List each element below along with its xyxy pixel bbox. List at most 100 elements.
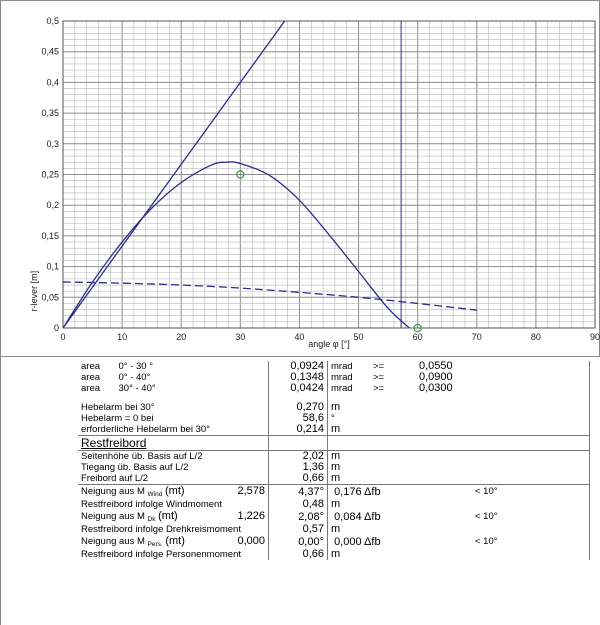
freibord-value: 2,02 (268, 450, 328, 462)
criterion: < 10° (475, 511, 498, 523)
plot-frame (62, 20, 596, 329)
x-tick-label: 40 (294, 332, 304, 342)
x-tick-label: 50 (354, 332, 364, 342)
neigung-prefix: Neigung aus M (81, 510, 145, 522)
y-tick-label: 0,15 (41, 231, 59, 241)
hebel-label: Hebelarm = 0 bei (81, 412, 154, 424)
section-title: Restfreibord (78, 435, 269, 451)
fb-label: Δfb (364, 485, 381, 498)
chart-canvas: 0 10 20 30 40 50 60 70 80 90 0 0,05 0,1 0,15 0,2 0,25 0,… (29, 16, 600, 349)
axes (62, 20, 596, 329)
area-row: area 0° - 30 ° 0,0924 mrad >= 0,0550 (78, 361, 590, 372)
neigung-moment: 1,226 (237, 509, 265, 522)
y-tick-label: 0,2 (46, 200, 59, 210)
area-label: area (81, 382, 101, 394)
neigung-suffix: (mt) (158, 509, 178, 522)
hebel-row: Hebelarm bei 30° 0,270 m (78, 402, 590, 413)
x-tick-label: 90 (590, 332, 600, 342)
hebel-label: Hebelarm bei 30° (81, 401, 155, 413)
grid (62, 20, 596, 329)
neigung-subscript: Pers. (147, 540, 163, 548)
tick-labels: 0 10 20 30 40 50 60 70 80 90 0 0,05 0,1 0,15 0,2 0,25 0,… (41, 16, 600, 342)
hebel-label: erforderliche Hebelarm bei 30° (81, 423, 210, 435)
marker-point (413, 323, 422, 333)
restfreibord-value: 0,57 (268, 524, 328, 535)
x-tick-label: 0 (60, 332, 65, 342)
criterion: < 10° (475, 536, 498, 548)
series-line-3 (63, 281, 477, 311)
y-tick-label: 0,05 (41, 292, 59, 302)
x-tick-label: 10 (117, 332, 127, 342)
neigung-row: Neigung aus M Dk (mt) 1,226 2,08° 0,084 Δ… (78, 510, 590, 524)
area-range: 0° - 30 ° (118, 360, 154, 372)
y-tick-label: 0,1 (46, 262, 59, 272)
y-tick-label: 0,25 (41, 170, 59, 180)
neigung-subscript: Dk (147, 515, 156, 523)
area-limit: 0,0900 (419, 371, 453, 383)
y-axis-title: r-lever [m] (29, 271, 39, 312)
hebel-row: erforderliche Hebelarm bei 30° 0,214 m (78, 424, 590, 436)
x-tick-label: 60 (413, 332, 423, 342)
fb-value: 0,084 (334, 510, 362, 523)
fb-value: 0,000 (334, 535, 362, 548)
area-label: area (81, 360, 101, 372)
y-tick-label: 0,3 (46, 139, 59, 149)
neigung-subscript: Wind (147, 490, 163, 498)
section-row: Restfreibord (78, 435, 590, 451)
hebel-value: 58,6 (268, 413, 328, 424)
series-group (63, 21, 477, 328)
area-row: area 30° - 40° 0,0424 mrad >= 0,0300 (78, 383, 590, 394)
marker-group (236, 170, 422, 333)
hebel-unit: m (331, 423, 341, 435)
area-value: 0,0424 (268, 383, 328, 394)
freibord-unit: m (331, 461, 341, 473)
area-operator: >= (373, 382, 385, 394)
hebel-row: Hebelarm = 0 bei 58,6 ° (78, 413, 590, 424)
restfreibord-row: Restfreibord infolge Personenmoment 0,66… (78, 549, 590, 560)
results-panel: area 0° - 30 ° 0,0924 mrad >= 0,0550 are… (0, 357, 600, 625)
hebel-unit: ° (331, 412, 335, 424)
y-tick-label: 0,4 (46, 77, 59, 87)
neigung-suffix: (mt) (165, 534, 185, 547)
hebel-unit: m (331, 401, 341, 413)
area-value: 0,1348 (268, 372, 328, 383)
area-range: 0° - 40° (118, 371, 151, 383)
area-label: area (81, 371, 101, 383)
area-unit: mrad (331, 360, 353, 372)
area-limit: 0,0300 (419, 382, 453, 394)
restfreibord-value: 0,66 (268, 549, 328, 560)
area-operator: >= (373, 360, 385, 372)
freibord-label: Freibord auf L/2 (81, 472, 149, 484)
x-tick-label: 30 (235, 332, 245, 342)
fb-label: Δfb (364, 510, 381, 523)
marker-point (236, 170, 245, 179)
area-range: 30° - 40° (118, 382, 156, 394)
series-line-1 (63, 161, 410, 328)
criterion: < 10° (472, 484, 533, 499)
y-tick-label: 0,35 (41, 108, 59, 118)
neigung-moment: 0,000 (237, 534, 265, 547)
freibord-label: Tiegang üb. Basis auf L/2 (81, 461, 189, 473)
freibord-label: Seitenhöhe üb. Basis auf L/2 (78, 450, 269, 462)
restfreibord-row: Restfreibord infolge Drehkreismoment 0,5… (78, 524, 590, 535)
area-limit: 0,0550 (419, 360, 453, 372)
x-tick-label: 70 (472, 332, 482, 342)
neigung-prefix: Neigung aus M (81, 535, 145, 547)
restfreibord-label: Restfreibord infolge Personenmoment (81, 548, 242, 560)
neigung-value: 2,08° (268, 510, 328, 524)
freibord-value: 0,66 (268, 473, 328, 485)
freibord-value: 1,36 (268, 462, 328, 473)
neigung-value: 4,37° (268, 484, 328, 499)
stability-chart: 0 10 20 30 40 50 60 70 80 90 0 0,05 0,1 0,15 0,2 0,25 0,… (0, 0, 600, 357)
restfreibord-unit: m (331, 523, 341, 535)
restfreibord-row: Restfreibord infolge Windmoment 0,48 m (78, 499, 590, 510)
area-unit: mrad (331, 371, 353, 383)
neigung-moment: 2,578 (237, 484, 265, 497)
restfreibord-label: Restfreibord infolge Drehkreismoment (81, 523, 241, 535)
series-line-2 (63, 21, 286, 328)
y-tick-label: 0,45 (41, 47, 59, 57)
freibord-unit: m (327, 450, 370, 462)
area-unit: mrad (331, 382, 353, 394)
neigung-row: Neigung aus M Wind (mt) 2,578 4,37° 0,176… (78, 484, 590, 499)
area-value: 0,0924 (268, 361, 328, 372)
